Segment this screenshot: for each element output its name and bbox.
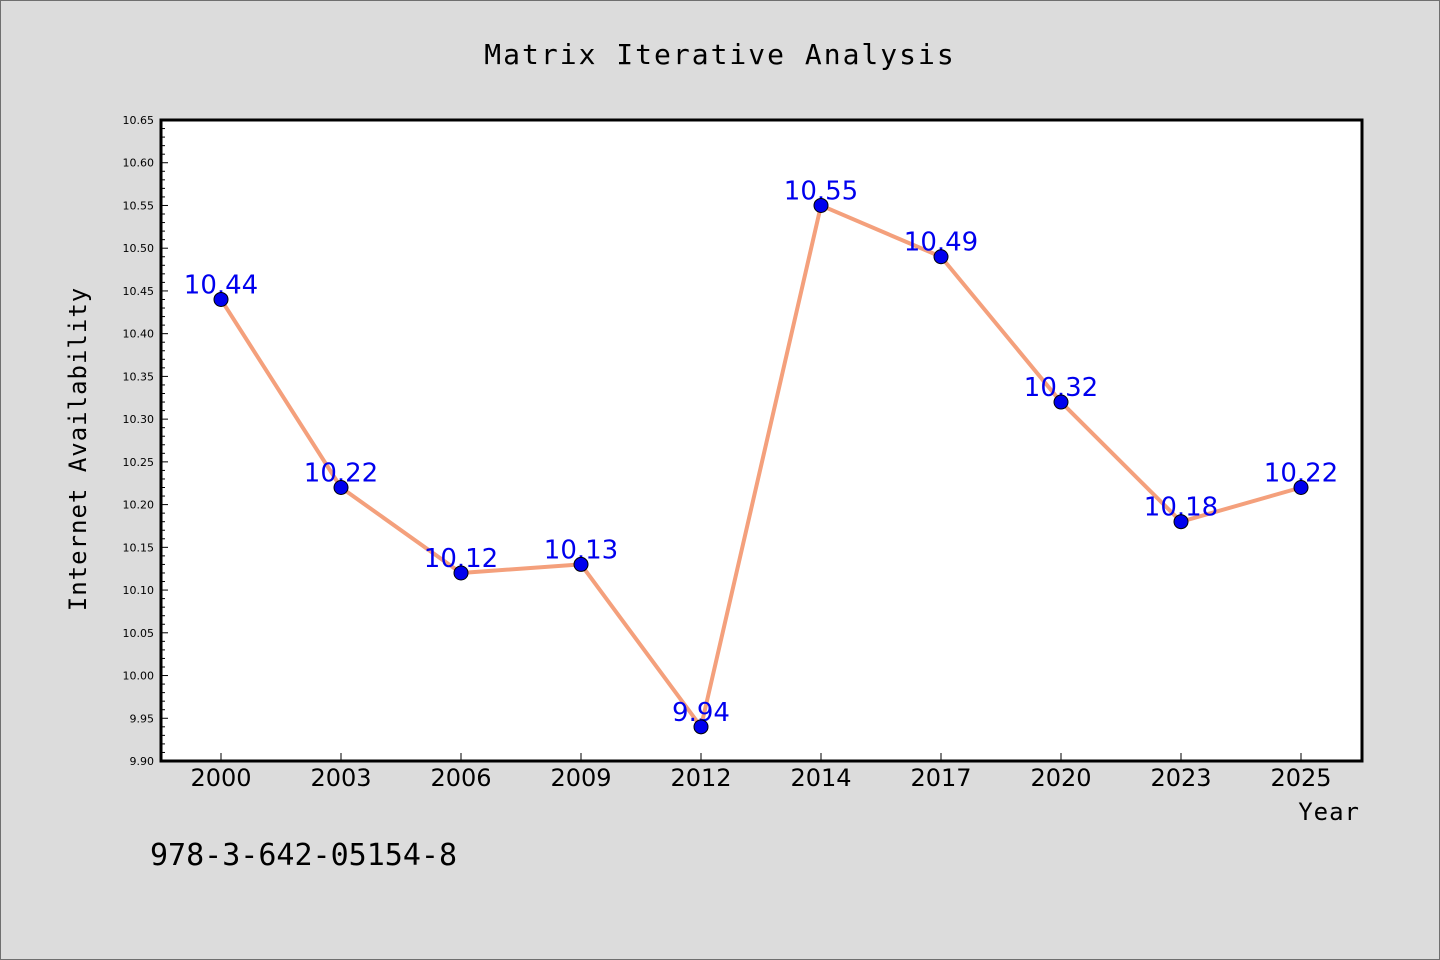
data-point xyxy=(813,197,829,213)
x-tick-label: 2006 xyxy=(430,764,491,792)
y-tick-label: 10.65 xyxy=(123,114,155,127)
x-tick-label: 2017 xyxy=(910,764,971,792)
y-axis-label: Internet Availability xyxy=(64,287,92,611)
x-axis-ticks: 2000 2003 2006 2009 2012 2014 2017 2020 2023 2025 xyxy=(190,753,1332,792)
y-tick-label: 10.45 xyxy=(123,285,155,298)
y-tick-label: 10.60 xyxy=(123,157,155,170)
x-tick-label: 2025 xyxy=(1270,764,1331,792)
y-tick-label: 10.15 xyxy=(123,541,155,554)
y-tick-label: 10.40 xyxy=(123,328,155,341)
y-tick-label: 10.35 xyxy=(123,370,155,383)
data-point xyxy=(1053,394,1069,410)
plot-area xyxy=(161,120,1362,761)
data-point xyxy=(213,291,229,307)
y-tick-label: 10.25 xyxy=(123,456,155,469)
data-point xyxy=(333,480,349,496)
x-tick-label: 2020 xyxy=(1030,764,1091,792)
plot-border xyxy=(159,118,1364,763)
x-axis-label: Year xyxy=(1298,798,1360,826)
x-tick-label: 2009 xyxy=(550,764,611,792)
data-point xyxy=(693,719,709,735)
y-tick-label: 10.00 xyxy=(123,670,155,683)
y-tick-label: 9.95 xyxy=(130,712,155,725)
data-point xyxy=(1173,514,1189,530)
data-point xyxy=(453,565,469,581)
y-tick-label: 10.55 xyxy=(123,199,155,212)
y-tick-label: 10.05 xyxy=(123,627,155,640)
data-point xyxy=(933,249,949,265)
x-tick-label: 2023 xyxy=(1150,764,1211,792)
data-point xyxy=(573,556,589,572)
y-tick-label: 9.90 xyxy=(130,755,155,768)
x-tick-label: 2003 xyxy=(310,764,371,792)
y-tick-label: 10.20 xyxy=(123,499,155,512)
data-point xyxy=(1293,480,1309,496)
y-tick-label: 10.30 xyxy=(123,413,155,426)
y-tick-label: 10.10 xyxy=(123,584,155,597)
y-tick-label: 10.50 xyxy=(123,242,155,255)
series-line xyxy=(219,203,1302,729)
x-tick-label: 2012 xyxy=(670,764,731,792)
x-tick-label: 2014 xyxy=(790,764,851,792)
x-tick-label: 2000 xyxy=(190,764,251,792)
isbn-footer: 978-3-642-05154-8 xyxy=(150,838,457,873)
chart-title: Matrix Iterative Analysis xyxy=(484,38,955,71)
